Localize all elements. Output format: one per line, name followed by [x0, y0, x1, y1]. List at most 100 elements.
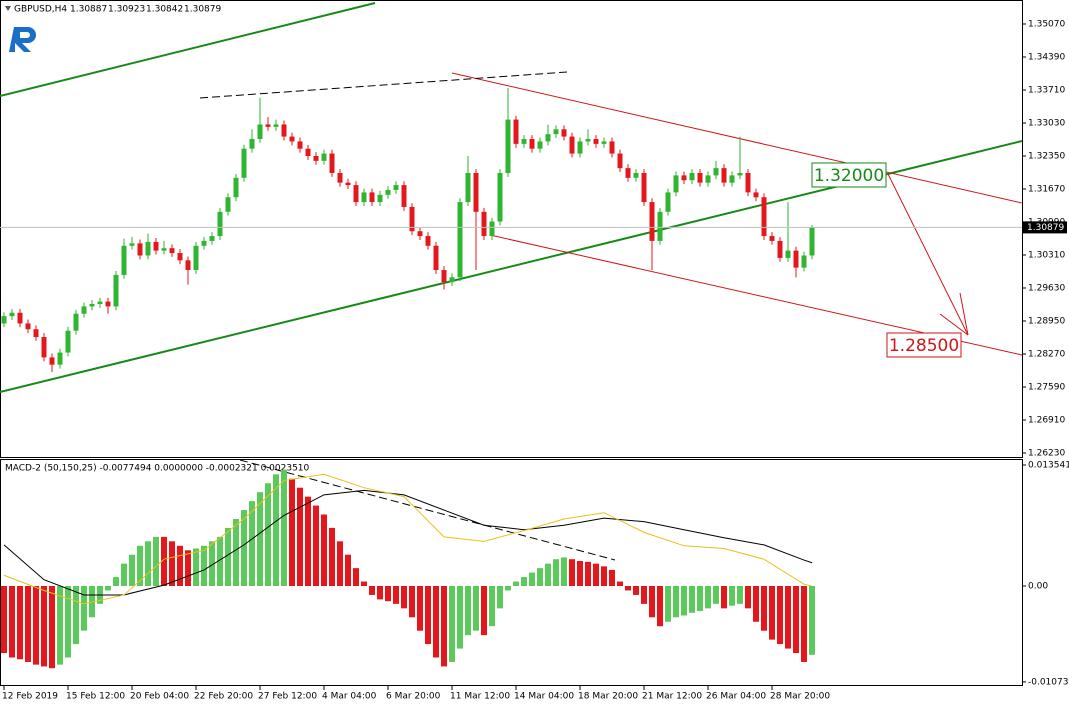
candle-body — [25, 323, 31, 330]
histogram-bar — [57, 586, 63, 665]
histogram-bar — [545, 563, 551, 587]
histogram-bar — [25, 586, 31, 662]
candle-body — [513, 119, 519, 144]
candle-body — [217, 211, 223, 237]
histogram-bar — [465, 586, 471, 636]
macd-line — [3, 473, 813, 605]
candle-body — [697, 172, 703, 183]
histogram-bar — [561, 557, 567, 587]
candle-body — [225, 197, 231, 212]
candle-body — [761, 197, 767, 237]
histogram-bar — [473, 586, 479, 631]
histogram-bar — [337, 541, 343, 587]
histogram-bar — [697, 586, 703, 612]
current-price-box — [1023, 221, 1067, 234]
readout-close: 1.30879 — [184, 5, 221, 15]
annotation-box — [811, 162, 887, 188]
histogram-bar — [769, 586, 775, 640]
candle-body — [617, 153, 623, 169]
histogram-bar — [617, 581, 623, 587]
histogram-bar — [353, 568, 359, 587]
x-tick-label: 4 Mar 04:00 — [322, 692, 377, 702]
histogram-bar — [457, 586, 463, 649]
histogram-bar — [569, 559, 575, 587]
candle-body — [793, 250, 799, 268]
x-tick-label: 12 Feb 2019 — [2, 692, 58, 702]
candle-body — [569, 136, 575, 154]
histogram-bar — [497, 586, 503, 609]
candle-body — [745, 172, 751, 193]
y-tick-label: 1.33030 — [1028, 118, 1065, 128]
candle-body — [777, 240, 783, 258]
histogram-bar — [793, 586, 799, 654]
histogram-bar — [609, 569, 615, 587]
histogram-bar — [345, 554, 351, 587]
candle-body — [321, 153, 327, 161]
candle-body — [649, 202, 655, 241]
histogram-bar — [713, 586, 719, 604]
candle-body — [465, 172, 471, 203]
candle-body — [33, 329, 39, 338]
candle-body — [209, 236, 215, 241]
histogram-bar — [425, 586, 431, 645]
candle-body — [233, 177, 239, 198]
histogram-bar — [585, 561, 591, 587]
candle-body — [329, 153, 335, 173]
candle-body — [353, 185, 359, 203]
histogram-bar — [649, 586, 655, 618]
histogram-bar — [193, 548, 199, 587]
candle-body — [409, 206, 415, 232]
histogram-bar — [297, 487, 303, 587]
candle-body — [201, 240, 207, 246]
histogram-bar — [801, 586, 807, 662]
histogram-bar — [505, 586, 511, 591]
candle-body — [425, 236, 431, 246]
histogram-bar — [417, 586, 423, 631]
candle-body — [417, 231, 423, 237]
y-tick-label: 1.26230 — [1028, 449, 1065, 459]
histogram-bar — [113, 577, 119, 587]
candle-body — [153, 241, 159, 251]
candle-body — [393, 185, 399, 190]
candle-body — [369, 192, 375, 203]
y-tick-label: 1.32350 — [1028, 151, 1065, 161]
price-pane — [0, 0, 1023, 458]
candle-body — [785, 250, 791, 258]
histogram-bar — [49, 586, 55, 669]
y-tick-label: 1.31670 — [1028, 184, 1065, 194]
macd-line — [3, 489, 813, 596]
histogram-bar — [593, 563, 599, 587]
histogram-bar — [681, 586, 687, 616]
candle-body — [137, 243, 143, 256]
histogram-bar — [433, 586, 439, 658]
histogram-bar — [665, 586, 671, 622]
y-tick-label: 1.29630 — [1028, 283, 1065, 293]
macd-pane — [0, 459, 1023, 686]
x-tick-label: 27 Feb 12:00 — [258, 692, 317, 702]
candle-body — [585, 139, 591, 142]
candle-body — [1, 316, 7, 324]
candle-body — [105, 301, 111, 307]
x-tick-label: 21 Mar 12:00 — [642, 692, 702, 702]
candle-body — [641, 172, 647, 203]
candle-body — [265, 124, 271, 127]
histogram-bar — [121, 563, 127, 587]
histogram-bar — [673, 586, 679, 618]
histogram-bar — [753, 586, 759, 622]
histogram-bar — [81, 586, 87, 631]
y-tick-label: 1.28270 — [1028, 349, 1065, 359]
y-tick-label: 1.28950 — [1028, 316, 1065, 326]
candle-body — [681, 175, 687, 181]
histogram-bar — [369, 586, 375, 595]
histogram-bar — [449, 586, 455, 662]
candle-body — [169, 248, 175, 254]
histogram-bar — [137, 545, 143, 587]
x-tick-label: 14 Mar 04:00 — [514, 692, 574, 702]
candle-body — [65, 330, 71, 353]
candle-body — [121, 245, 127, 275]
candle-body — [529, 139, 535, 149]
histogram-bar — [601, 566, 607, 587]
histogram-bar — [65, 586, 71, 658]
histogram-bar — [17, 586, 23, 660]
